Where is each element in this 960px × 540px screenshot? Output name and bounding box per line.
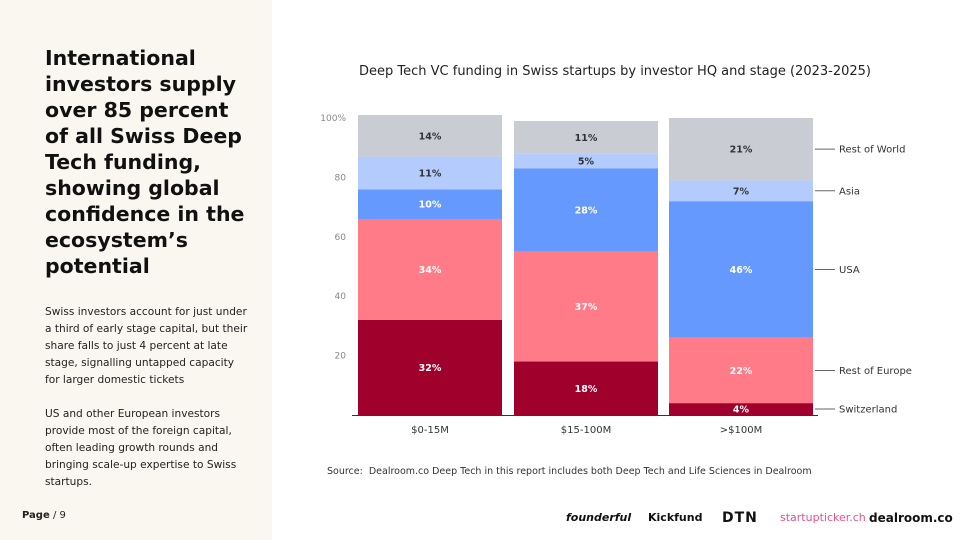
y-tick-label: 40 — [335, 292, 347, 302]
legend-label: Asia — [839, 186, 860, 197]
y-tick-label: 100% — [320, 114, 346, 124]
data-label: 28% — [575, 206, 598, 217]
bar-segment — [669, 337, 813, 404]
legend-label: Switzerland — [839, 405, 897, 416]
partner-logos: founderful Kickfund DTN startupticker.ch… — [566, 510, 953, 526]
source-text: Dealroom.co Deep Tech in this report inc… — [368, 466, 812, 477]
data-label: 7% — [733, 186, 750, 197]
data-label: 22% — [730, 366, 753, 377]
bar-segment — [514, 120, 658, 154]
bar-segment — [669, 201, 813, 338]
data-label: 21% — [730, 145, 753, 156]
dealroom-logo[interactable]: dealroom.co — [869, 511, 953, 525]
headline: International investors supply over 85 p… — [45, 46, 245, 278]
source-label: Source: — [327, 466, 363, 477]
bar-segment — [669, 403, 813, 415]
y-tick-label: 20 — [335, 352, 347, 362]
dtn-logo[interactable]: DTN — [722, 510, 758, 526]
bar-segment — [358, 115, 502, 157]
bar-segment — [358, 319, 502, 415]
founderful-logo[interactable]: founderful — [566, 511, 632, 524]
source-note: Source: Dealroom.co Deep Tech in this rep… — [327, 466, 818, 477]
bar-segment — [514, 251, 658, 362]
paragraph-foreign-investors: US and other European investors provide … — [45, 408, 237, 488]
page-number: Page / 9 — [22, 510, 66, 521]
legend-label: Rest of World — [839, 145, 905, 156]
legend-label: USA — [839, 265, 860, 276]
bar-segment — [358, 156, 502, 190]
bar-segment — [358, 218, 502, 320]
x-tick-label: $15-100M — [561, 425, 611, 436]
data-label: 32% — [419, 363, 442, 374]
bar-segment — [514, 153, 658, 169]
data-label: 46% — [730, 265, 753, 276]
page-count: / 9 — [52, 510, 66, 521]
data-label: 37% — [575, 302, 598, 313]
data-label: 18% — [575, 384, 598, 395]
y-tick-label: 80 — [335, 173, 347, 183]
data-label: 11% — [575, 133, 598, 144]
bar-segment — [669, 118, 813, 181]
chart-title: Deep Tech VC funding in Swiss startups b… — [359, 64, 871, 79]
x-tick-label: >$100M — [720, 425, 762, 436]
bar-segment — [514, 168, 658, 252]
bar-segment — [669, 180, 813, 202]
kickfund-logo[interactable]: Kickfund — [648, 511, 703, 524]
left-panel: International investors supply over 85 p… — [0, 0, 272, 540]
bar-segment — [514, 361, 658, 415]
x-tick-label: $0-15M — [411, 425, 449, 436]
data-label: 10% — [419, 200, 442, 211]
legend-label: Rest of Europe — [839, 366, 912, 377]
data-label: 34% — [419, 265, 442, 276]
data-label: 11% — [419, 168, 442, 179]
startupticker-logo[interactable]: startupticker.ch — [780, 511, 866, 524]
data-label: 14% — [419, 131, 442, 142]
paragraph-swiss-investors: Swiss investors account for just under a… — [45, 306, 248, 386]
bar-segment — [358, 189, 502, 219]
data-label: 5% — [578, 157, 595, 168]
page-label: Page — [22, 510, 50, 521]
data-label: 4% — [733, 405, 750, 416]
y-tick-label: 60 — [335, 233, 347, 243]
